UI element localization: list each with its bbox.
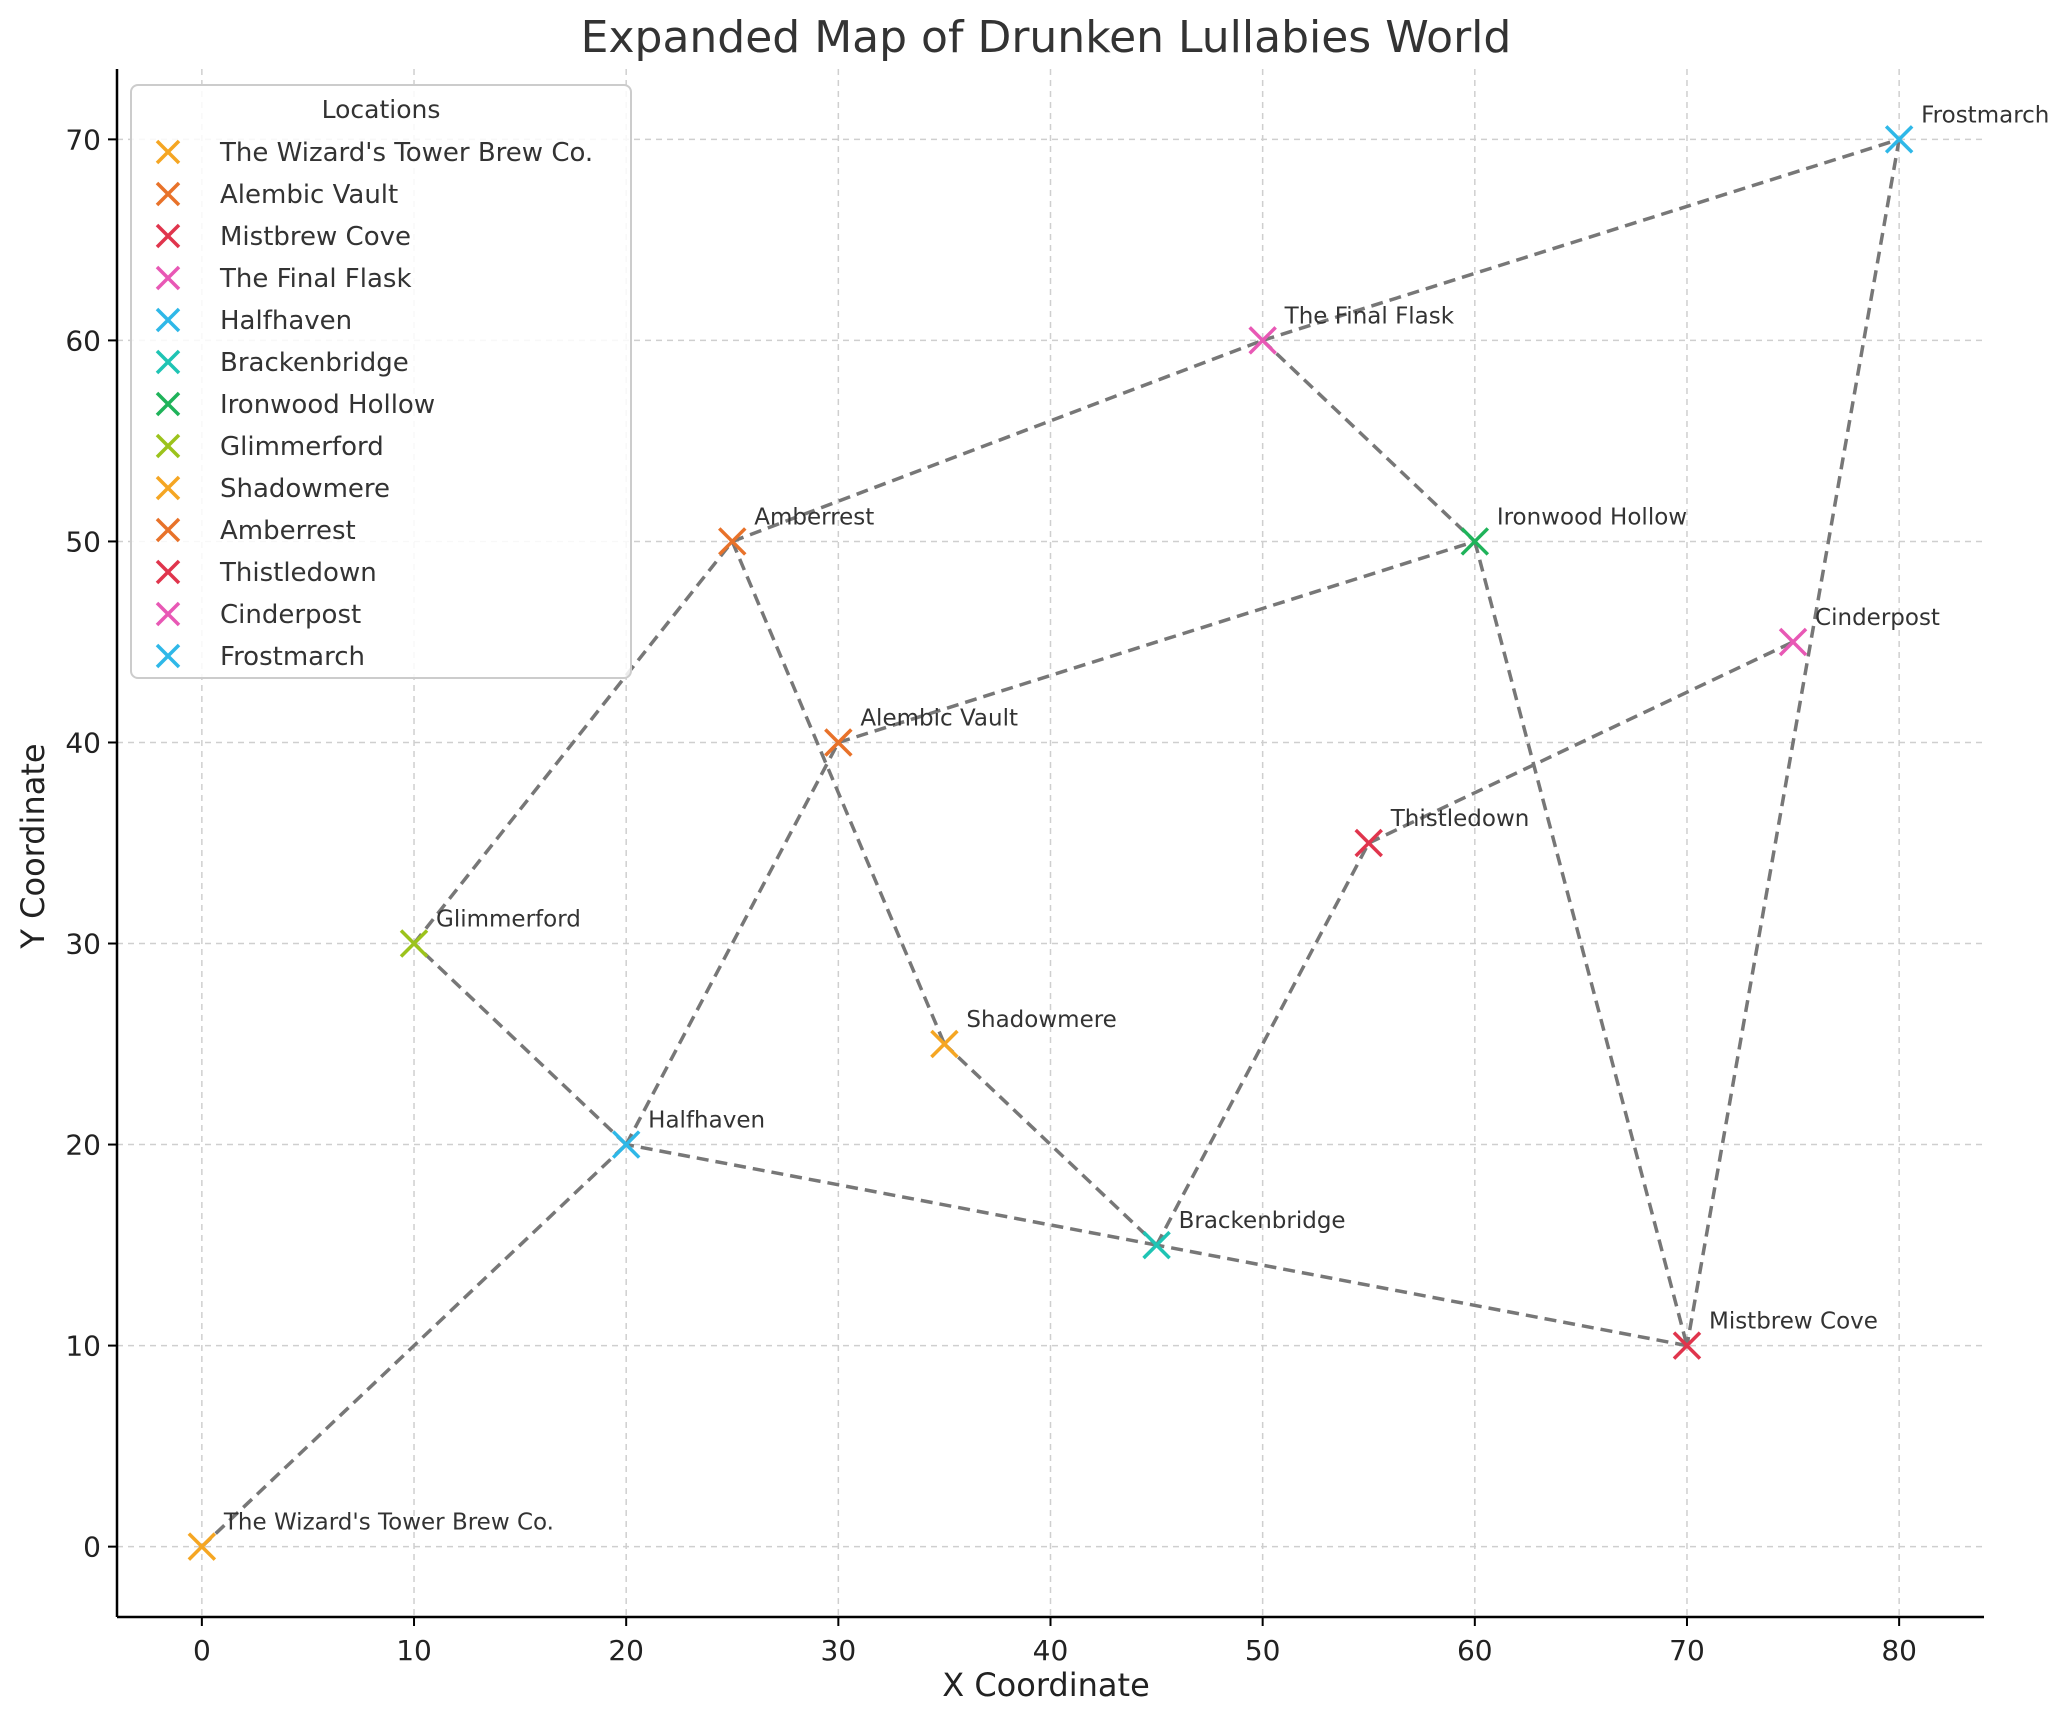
tick-layer: 0 10 20 30 40 50 60 70 80 0 10 20 30 40 50 60 70 [65, 123, 1917, 1667]
route-line [625, 1142, 1157, 1247]
legend-label: Alembic Vault [220, 180, 398, 210]
route-line [412, 540, 734, 945]
route-line [1262, 137, 1900, 343]
x-tick-label: 0 [193, 1634, 211, 1667]
legend-box [130, 84, 632, 679]
legend-label: Halfhaven [220, 306, 352, 336]
x-tick-label: 60 [1457, 1634, 1493, 1667]
legend-label: Mistbrew Cove [220, 222, 411, 252]
y-tick-label: 70 [65, 123, 101, 156]
route-line [412, 942, 628, 1146]
marker-ironwood-hollow [1460, 527, 1490, 556]
legend-label: Frostmarch [220, 642, 365, 672]
point-label-frostmarch: Frostmarch [1921, 102, 2049, 128]
legend-label: Thistledown [219, 558, 377, 588]
x-tick-label: 70 [1669, 1634, 1705, 1667]
point-label-shadowmere: Shadowmere [966, 1007, 1116, 1033]
x-tick-label: 40 [1033, 1634, 1069, 1667]
route-line [1685, 139, 1901, 1346]
marker-glimmerford [399, 929, 429, 958]
legend-label: The Final Flask [219, 264, 412, 294]
point-label-thistledown: Thistledown [1390, 806, 1530, 832]
legend-item-brackenbridge: Brackenbridge [155, 348, 409, 378]
y-tick-label: 60 [65, 324, 101, 357]
point-label-alembic-vault: Alembic Vault [860, 705, 1018, 731]
x-tick-label: 10 [396, 1634, 432, 1667]
route-line [1261, 339, 1477, 543]
legend-item-cinderpost: Cinderpost [155, 600, 361, 630]
point-label-layer: The Wizard's Tower Brew Co. Alembic Vault… [223, 102, 2050, 1535]
x-tick-label: 50 [1245, 1634, 1281, 1667]
route-line [943, 1042, 1158, 1247]
point-label-brackenbridge: Brackenbridge [1179, 1208, 1346, 1234]
route-line [1156, 1243, 1688, 1348]
y-axis-label: Y Coordinate [14, 743, 52, 949]
marker-brackenbridge [1142, 1230, 1171, 1260]
y-tick-label: 30 [65, 928, 101, 961]
y-tick-label: 10 [65, 1330, 101, 1363]
y-tick-label: 50 [65, 525, 101, 558]
marker-the-wizard-s-tower-brew-co [187, 1532, 217, 1561]
legend-item-frostmarch: Frostmarch [155, 642, 365, 672]
marker-alembic-vault [824, 728, 853, 757]
point-label-ironwood-hollow: Ironwood Hollow [1497, 504, 1687, 530]
legend-item-shadowmere: Shadowmere [155, 474, 390, 504]
marker-mistbrew-cove [1672, 1331, 1702, 1360]
point-label-amberrest: Amberrest [754, 504, 874, 530]
chart-title: Expanded Map of Drunken Lullabies World [581, 12, 1512, 63]
x-axis-label: X Coordinate [942, 1666, 1150, 1704]
x-tick-label: 20 [608, 1634, 644, 1667]
y-tick-label: 0 [83, 1531, 101, 1564]
route-line [1367, 640, 1794, 845]
legend-label: Glimmerford [220, 432, 384, 462]
legend-item-thistledown: Thistledown [155, 558, 377, 588]
y-tick-label: 40 [65, 726, 101, 759]
marker-frostmarch [1884, 125, 1914, 154]
x-tick-label: 30 [821, 1634, 857, 1667]
legend-item-ironwood-hollow: Ironwood Hollow [155, 390, 435, 420]
legend: Locations The Wizard's Tower Brew Co. Ale… [130, 84, 632, 679]
marker-cinderpost [1778, 627, 1808, 657]
legend-item-alembic-vault: Alembic Vault [155, 180, 398, 210]
legend-items: The Wizard's Tower Brew Co. Alembic Vault… [155, 138, 593, 672]
legend-item-glimmerford: Glimmerford [155, 432, 384, 462]
legend-label: The Wizard's Tower Brew Co. [219, 138, 593, 168]
legend-item-halfhaven: Halfhaven [155, 306, 352, 336]
legend-item-the-final-flask: The Final Flask [155, 264, 412, 294]
marker-thistledown [1354, 828, 1383, 858]
marker-the-final-flask [1248, 326, 1277, 355]
legend-label: Ironwood Hollow [220, 390, 435, 420]
legend-title: Locations [322, 95, 441, 124]
legend-label: Cinderpost [220, 600, 361, 630]
point-label-the-final-flask: The Final Flask [1284, 303, 1455, 329]
point-label-the-wizard-s-tower-brew-co: The Wizard's Tower Brew Co. [223, 1510, 554, 1536]
legend-item-mistbrew-cove: Mistbrew Cove [155, 222, 411, 252]
y-tick-label: 20 [65, 1129, 101, 1162]
point-layer [187, 125, 1914, 1561]
point-label-halfhaven: Halfhaven [648, 1108, 765, 1134]
route-line [730, 540, 947, 1045]
route-layer [200, 137, 1901, 1548]
legend-item-the-wizard-s-tower-brew-co: The Wizard's Tower Brew Co. [155, 138, 593, 168]
marker-shadowmere [930, 1029, 959, 1059]
marker-halfhaven [611, 1130, 641, 1159]
x-tick-label: 80 [1881, 1634, 1917, 1667]
marker-amberrest [718, 527, 747, 556]
point-label-mistbrew-cove: Mistbrew Cove [1709, 1309, 1878, 1335]
route-line [837, 539, 1476, 745]
legend-label: Amberrest [220, 516, 356, 546]
route-line [1473, 540, 1689, 1347]
legend-item-amberrest: Amberrest [155, 516, 356, 546]
point-label-cinderpost: Cinderpost [1815, 605, 1940, 631]
point-label-glimmerford: Glimmerford [436, 907, 581, 933]
legend-label: Shadowmere [220, 474, 390, 504]
legend-label: Brackenbridge [220, 348, 409, 378]
route-line [200, 1143, 628, 1548]
